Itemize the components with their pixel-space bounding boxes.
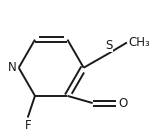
Text: S: S [105, 39, 113, 51]
Text: N: N [8, 61, 17, 74]
Text: F: F [24, 119, 31, 132]
Text: CH₃: CH₃ [129, 36, 150, 49]
Text: O: O [118, 97, 127, 110]
